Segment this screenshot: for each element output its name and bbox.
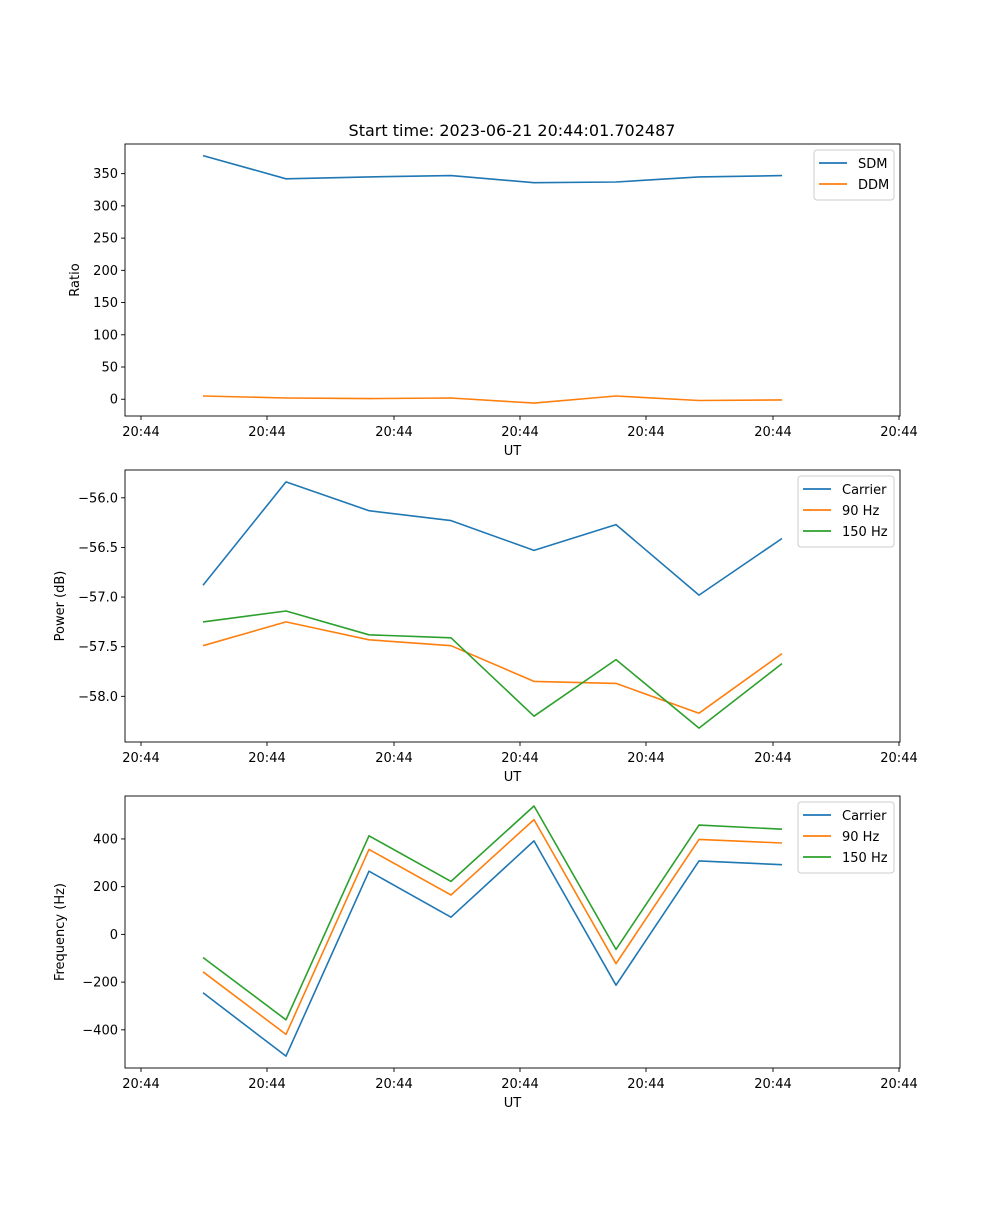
x-tick-label: 20:44: [248, 1077, 285, 1092]
x-axis-label: UT: [504, 1096, 522, 1111]
x-tick-label: 20:44: [375, 1077, 412, 1092]
y-tick-label: −56.0: [78, 491, 118, 506]
y-tick-label: 200: [93, 880, 118, 895]
x-tick-label: 20:44: [627, 425, 664, 440]
series-line-150-hz: [202, 805, 783, 1021]
y-tick-label: −400: [82, 1023, 118, 1038]
x-tick-label: 20:44: [248, 425, 285, 440]
x-tick-label: 20:44: [754, 1077, 791, 1092]
y-tick-label: −57.5: [78, 640, 118, 655]
x-tick-label: 20:44: [754, 425, 791, 440]
legend-entry: 90 Hz: [842, 830, 879, 845]
x-tick-label: 20:44: [754, 751, 791, 766]
x-tick-label: 20:44: [122, 425, 159, 440]
x-tick-label: 20:44: [375, 751, 412, 766]
x-tick-label: 20:44: [880, 425, 917, 440]
legend: SDM DDM: [813, 149, 895, 201]
series-line-ddm: [202, 395, 783, 404]
subplot-2: 20:44 20:44 20:44 20:44 20:44 20:44 20:44 −58.0…: [53, 469, 918, 785]
subplot-1: 20:44 20:44 20:44 20:44 20:44 20:44 20:44 0 50 10…: [68, 143, 918, 459]
y-tick-label: 100: [93, 328, 118, 343]
legend: Carrier 90 Hz 150 Hz: [797, 475, 895, 548]
series-line-carrier: [202, 481, 783, 596]
legend: Carrier 90 Hz 150 Hz: [797, 801, 895, 874]
series-line-90-hz: [202, 621, 783, 715]
x-tick-label: 20:44: [122, 751, 159, 766]
axes-frame: [124, 469, 901, 743]
y-tick-label: 0: [110, 393, 118, 408]
series-line-carrier: [202, 840, 783, 1057]
legend-entry: 150 Hz: [842, 525, 888, 540]
x-tick-label: 20:44: [880, 1077, 917, 1092]
y-tick-label: 200: [93, 264, 118, 279]
x-tick-label: 20:44: [122, 1077, 159, 1092]
x-tick-label: 20:44: [501, 1077, 538, 1092]
y-tick-label: 350: [93, 167, 118, 182]
legend-entry: DDM: [858, 178, 889, 193]
y-tick-label: 300: [93, 199, 118, 214]
y-tick-label: 400: [93, 832, 118, 847]
x-tick-label: 20:44: [627, 751, 664, 766]
y-tick-label: −200: [82, 976, 118, 991]
axes-frame: [124, 143, 901, 417]
legend-box: [797, 801, 895, 874]
y-axis-label: Ratio: [68, 263, 83, 296]
legend-entry: 90 Hz: [842, 504, 879, 519]
subplot-3: 20:44 20:44 20:44 20:44 20:44 20:44 20:44 −400 −…: [53, 795, 918, 1111]
x-tick-label: 20:44: [880, 751, 917, 766]
y-tick-label: −58.0: [78, 690, 118, 705]
y-tick-label: 0: [110, 928, 118, 943]
y-tick-label: −56.5: [78, 541, 118, 556]
x-axis-label: UT: [504, 770, 522, 785]
series-line-90-hz: [202, 818, 783, 1036]
axes-frame: [124, 795, 901, 1069]
legend-entry: SDM: [858, 157, 887, 172]
series-line-150-hz: [202, 610, 783, 729]
y-tick-label: 150: [93, 296, 118, 311]
y-tick-label: 50: [101, 361, 118, 376]
legend-box: [797, 475, 895, 548]
x-tick-label: 20:44: [248, 751, 285, 766]
x-tick-label: 20:44: [627, 1077, 664, 1092]
legend-entry: 150 Hz: [842, 851, 888, 866]
chart-title: Start time: 2023-06-21 20:44:01.702487: [349, 121, 676, 140]
legend-entry: Carrier: [842, 809, 887, 824]
x-tick-label: 20:44: [501, 425, 538, 440]
y-tick-label: 250: [93, 232, 118, 247]
y-axis-label: Power (dB): [53, 571, 68, 642]
legend-entry: Carrier: [842, 483, 887, 498]
x-tick-label: 20:44: [501, 751, 538, 766]
y-axis-label: Frequency (Hz): [53, 883, 68, 981]
x-axis-label: UT: [504, 444, 522, 459]
x-tick-label: 20:44: [375, 425, 412, 440]
series-line-sdm: [202, 154, 783, 184]
y-tick-label: −57.0: [78, 591, 118, 606]
